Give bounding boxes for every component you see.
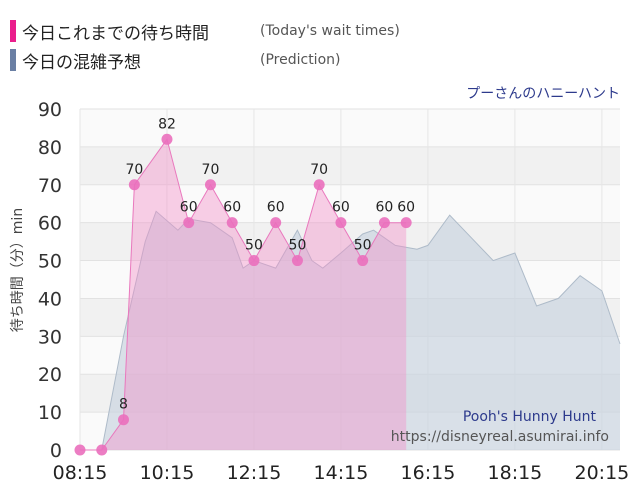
data-label: 60: [376, 200, 394, 216]
prediction-line: [80, 210, 621, 451]
y-tick-label: 60: [38, 213, 62, 235]
data-label: 82: [158, 116, 176, 132]
x-tick-label: 14:15: [314, 462, 369, 484]
plot-band: [80, 184, 620, 223]
legend-actual-title: 今日これまでの待ち時間: [22, 23, 209, 44]
data-point: [270, 217, 282, 229]
data-label: 70: [125, 162, 143, 178]
data-point: [313, 179, 325, 191]
prediction-series: [80, 210, 621, 451]
prediction-area: [80, 211, 620, 450]
data-label: 50: [245, 238, 263, 254]
data-point: [357, 255, 369, 267]
y-axis-ticks: 0 10 20 30 40 50 60 70 80 90: [38, 99, 62, 462]
data-point: [226, 217, 238, 229]
y-tick-label: 30: [38, 326, 62, 348]
x-axis-ticks: 08:15 10:15 12:15 14:15 16:15 18:15 20:15: [53, 462, 630, 484]
y-tick-label: 80: [38, 137, 62, 159]
data-point: [117, 414, 129, 426]
data-point: [161, 133, 173, 145]
data-point: [128, 179, 140, 191]
x-tick-label: 08:15: [53, 462, 108, 484]
y-tick-label: 40: [38, 288, 62, 310]
legend-actual-swatch: [10, 20, 16, 42]
attraction-name: プーさんのハニーハント: [466, 86, 620, 102]
x-tick-label: 20:15: [574, 462, 629, 484]
actual-area: [80, 139, 407, 451]
y-tick-label: 50: [38, 251, 62, 273]
data-point: [248, 255, 260, 267]
x-tick-label: 10:15: [140, 462, 195, 484]
data-label: 50: [354, 238, 372, 254]
legend-prediction-swatch: [10, 49, 16, 71]
data-label: 8: [119, 397, 128, 413]
data-label: 70: [310, 162, 328, 178]
y-tick-label: 90: [38, 99, 62, 121]
data-label: 60: [332, 200, 350, 216]
actual-line: [80, 138, 407, 451]
data-point: [204, 179, 216, 191]
legend-prediction: 今日の混雑予想 (Prediction): [10, 47, 340, 73]
x-tick-label: 18:15: [488, 462, 543, 484]
legend-prediction-subtitle: (Prediction): [260, 52, 341, 68]
data-point: [378, 217, 390, 229]
data-label: 60: [397, 200, 415, 216]
watermark-name: Pooh's Hunny Hunt: [463, 409, 597, 425]
data-label: 60: [223, 200, 241, 216]
y-tick-label: 0: [50, 440, 62, 462]
y-axis-label: 待ち時間（分）min: [10, 208, 26, 332]
data-label: 70: [202, 162, 220, 178]
plot-band: [80, 146, 620, 185]
data-label: 60: [180, 200, 198, 216]
data-point: [400, 217, 412, 229]
y-tick-label: 70: [38, 175, 62, 197]
x-tick-label: 12:15: [227, 462, 282, 484]
legend-actual: 今日これまでの待ち時間 (Today's wait times): [10, 18, 400, 44]
data-point: [183, 217, 195, 229]
data-label: 60: [267, 200, 285, 216]
watermark-url: https://disneyreal.asumirai.info: [391, 429, 609, 445]
y-tick-label: 20: [38, 364, 62, 386]
data-label: 50: [289, 238, 307, 254]
data-point: [96, 444, 108, 456]
y-tick-label: 10: [38, 402, 62, 424]
data-point: [74, 444, 86, 456]
data-point: [335, 217, 347, 229]
data-point: [291, 255, 303, 267]
x-tick-label: 16:15: [401, 462, 456, 484]
legend-prediction-title: 今日の混雑予想: [22, 52, 141, 73]
legend-actual-subtitle: (Today's wait times): [260, 23, 400, 39]
